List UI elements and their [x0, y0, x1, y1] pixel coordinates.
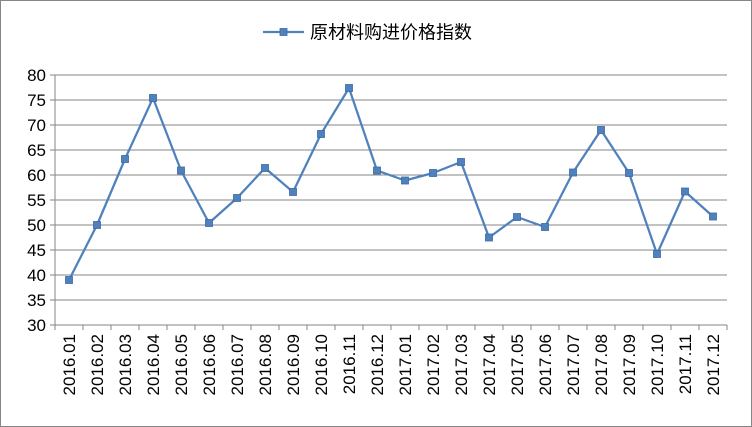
x-tick-label: 2016.07 [228, 334, 247, 395]
data-point-marker [345, 84, 353, 92]
data-point-marker [653, 250, 661, 258]
data-point-marker [513, 213, 521, 221]
x-tick-label: 2017.01 [396, 334, 415, 395]
data-point-marker [597, 126, 605, 134]
y-tick-label: 80 [27, 66, 46, 85]
x-tick-label: 2017.05 [508, 334, 527, 395]
data-point-marker [485, 233, 493, 242]
y-tick-label: 40 [27, 266, 46, 285]
data-point-marker [149, 94, 157, 102]
data-point-marker [569, 168, 577, 177]
x-tick-label: 2017.12 [704, 334, 723, 395]
x-tick-label: 2017.02 [424, 334, 443, 395]
x-tick-label: 2017.04 [480, 334, 499, 395]
y-tick-label: 50 [27, 216, 46, 235]
y-tick-label: 60 [27, 166, 46, 185]
x-tick-label: 2017.10 [648, 334, 667, 395]
x-tick-label: 2016.01 [60, 334, 79, 395]
x-tick-label: 2017.06 [536, 334, 555, 395]
data-point-marker [93, 221, 101, 229]
x-tick-label: 2017.11 [676, 334, 695, 394]
x-tick-label: 2016.05 [172, 334, 191, 395]
x-tick-label: 2017.09 [620, 334, 639, 395]
x-tick-label: 2017.07 [564, 334, 583, 395]
data-point-marker [261, 164, 269, 172]
y-tick-label: 65 [27, 141, 46, 160]
data-point-marker [205, 219, 213, 227]
x-tick-label: 2016.08 [256, 334, 275, 395]
data-point-marker [401, 176, 409, 185]
x-tick-label: 2016.04 [144, 334, 163, 395]
data-point-marker [317, 130, 325, 138]
y-tick-label: 70 [27, 116, 46, 135]
x-tick-label: 2017.08 [592, 334, 611, 395]
data-point-marker [177, 166, 185, 175]
legend-marker-swatch [279, 28, 288, 36]
x-tick-label: 2016.03 [116, 334, 135, 395]
data-point-marker [681, 187, 689, 196]
x-tick-label: 2016.06 [200, 334, 219, 395]
data-point-marker [709, 212, 717, 221]
y-tick-label: 55 [27, 191, 46, 210]
y-tick-label: 35 [27, 291, 46, 310]
y-axis-ticks: 30 35 40 45 50 55 60 65 70 75 80 [27, 66, 55, 335]
x-tick-label: 2017.03 [452, 334, 471, 395]
x-tick-label: 2016.02 [88, 334, 107, 395]
series-line [67, 86, 714, 281]
data-point-marker [65, 276, 73, 284]
x-tick-label: 2016.10 [312, 334, 331, 395]
data-point-marker [541, 223, 549, 231]
x-axis: 2016.01 2016.02 2016.03 2016.04 2016.05 2016.… [54, 75, 728, 395]
y-tick-label: 45 [27, 241, 46, 260]
legend-label: 原材料购进价格指数 [310, 23, 472, 44]
data-point-marker [457, 158, 465, 166]
data-point-marker [289, 188, 297, 196]
data-point-marker [233, 194, 241, 202]
gridlines [55, 74, 727, 301]
y-tick-label: 75 [27, 91, 46, 110]
x-tick-label: 2016.09 [284, 334, 303, 395]
data-point-marker [625, 169, 633, 177]
series-layer [65, 84, 717, 284]
x-tick-label: 2016.12 [368, 334, 387, 395]
data-point-marker [429, 169, 437, 177]
data-point-marker [373, 166, 381, 175]
data-point-marker [121, 155, 129, 163]
x-tick-label: 2016.11 [340, 334, 359, 394]
y-tick-label: 30 [27, 316, 46, 335]
legend: 原材料购进价格指数 [263, 23, 472, 44]
